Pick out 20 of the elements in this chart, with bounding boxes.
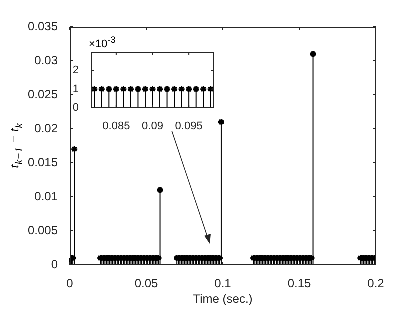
y-tick-label: 1 xyxy=(72,83,79,96)
x-tick-label: 0.1 xyxy=(214,276,232,291)
x-tick-label: 0.09 xyxy=(142,120,164,133)
annotation: ×10$^{-3}$ xyxy=(89,35,116,51)
y-tick-label: 0.02 xyxy=(34,121,58,136)
y-tick-label: 0.03 xyxy=(34,53,58,68)
y-tick-label: 0.005 xyxy=(28,223,58,238)
y-tick-label: 0.015 xyxy=(28,155,58,170)
y-tick-label: 0.035 xyxy=(28,19,58,34)
x-tick-label: 0.05 xyxy=(134,276,158,291)
x-tick-label: 0.15 xyxy=(288,276,312,291)
y-tick-label: 0.01 xyxy=(34,189,58,204)
y-tick-label: 2 xyxy=(72,64,79,77)
y-tick-label: 0 xyxy=(51,257,58,272)
x-tick-label: 0.085 xyxy=(102,120,130,133)
y-tick-label: 0 xyxy=(72,102,79,114)
x-tick-label: 0.2 xyxy=(368,276,385,291)
x-tick-label: 0.095 xyxy=(175,120,203,133)
y-tick-label: 0.025 xyxy=(28,87,58,102)
x-axis-title: Time (sec.) xyxy=(193,292,253,306)
